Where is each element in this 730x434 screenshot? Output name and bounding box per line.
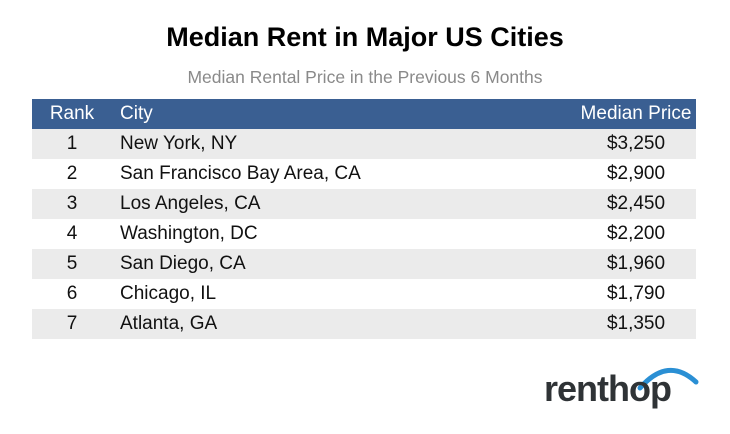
city-cell: New York, NY <box>112 129 480 159</box>
rank-cell: 7 <box>32 309 112 339</box>
city-cell: Los Angeles, CA <box>112 189 480 219</box>
chart-title: Median Rent in Major US Cities <box>0 22 730 53</box>
table-row: 1 New York, NY $3,250 <box>32 129 696 159</box>
renthop-logo: renthop <box>540 360 700 416</box>
price-cell: $1,960 <box>480 249 696 279</box>
rank-cell: 3 <box>32 189 112 219</box>
rank-cell: 5 <box>32 249 112 279</box>
table-row: 5 San Diego, CA $1,960 <box>32 249 696 279</box>
rank-cell: 2 <box>32 159 112 189</box>
price-cell: $1,790 <box>480 279 696 309</box>
city-cell: San Francisco Bay Area, CA <box>112 159 480 189</box>
table-row: 3 Los Angeles, CA $2,450 <box>32 189 696 219</box>
header-median-price: Median Price <box>480 99 696 129</box>
price-cell: $3,250 <box>480 129 696 159</box>
rank-cell: 1 <box>32 129 112 159</box>
rank-cell: 4 <box>32 219 112 249</box>
header-row: Rank City Median Price <box>32 99 696 129</box>
header-rank: Rank <box>32 99 112 129</box>
price-cell: $2,200 <box>480 219 696 249</box>
city-cell: Chicago, IL <box>112 279 480 309</box>
logo-text: renthop <box>544 368 671 410</box>
table-row: 7 Atlanta, GA $1,350 <box>32 309 696 339</box>
price-cell: $1,350 <box>480 309 696 339</box>
price-cell: $2,450 <box>480 189 696 219</box>
rent-table: Rank City Median Price 1 New York, NY $3… <box>32 99 696 339</box>
table-row: 2 San Francisco Bay Area, CA $2,900 <box>32 159 696 189</box>
city-cell: San Diego, CA <box>112 249 480 279</box>
table-row: 6 Chicago, IL $1,790 <box>32 279 696 309</box>
table-row: 4 Washington, DC $2,200 <box>32 219 696 249</box>
city-cell: Atlanta, GA <box>112 309 480 339</box>
city-cell: Washington, DC <box>112 219 480 249</box>
chart-subtitle: Median Rental Price in the Previous 6 Mo… <box>0 67 730 88</box>
header-city: City <box>112 99 480 129</box>
rank-cell: 6 <box>32 279 112 309</box>
price-cell: $2,900 <box>480 159 696 189</box>
